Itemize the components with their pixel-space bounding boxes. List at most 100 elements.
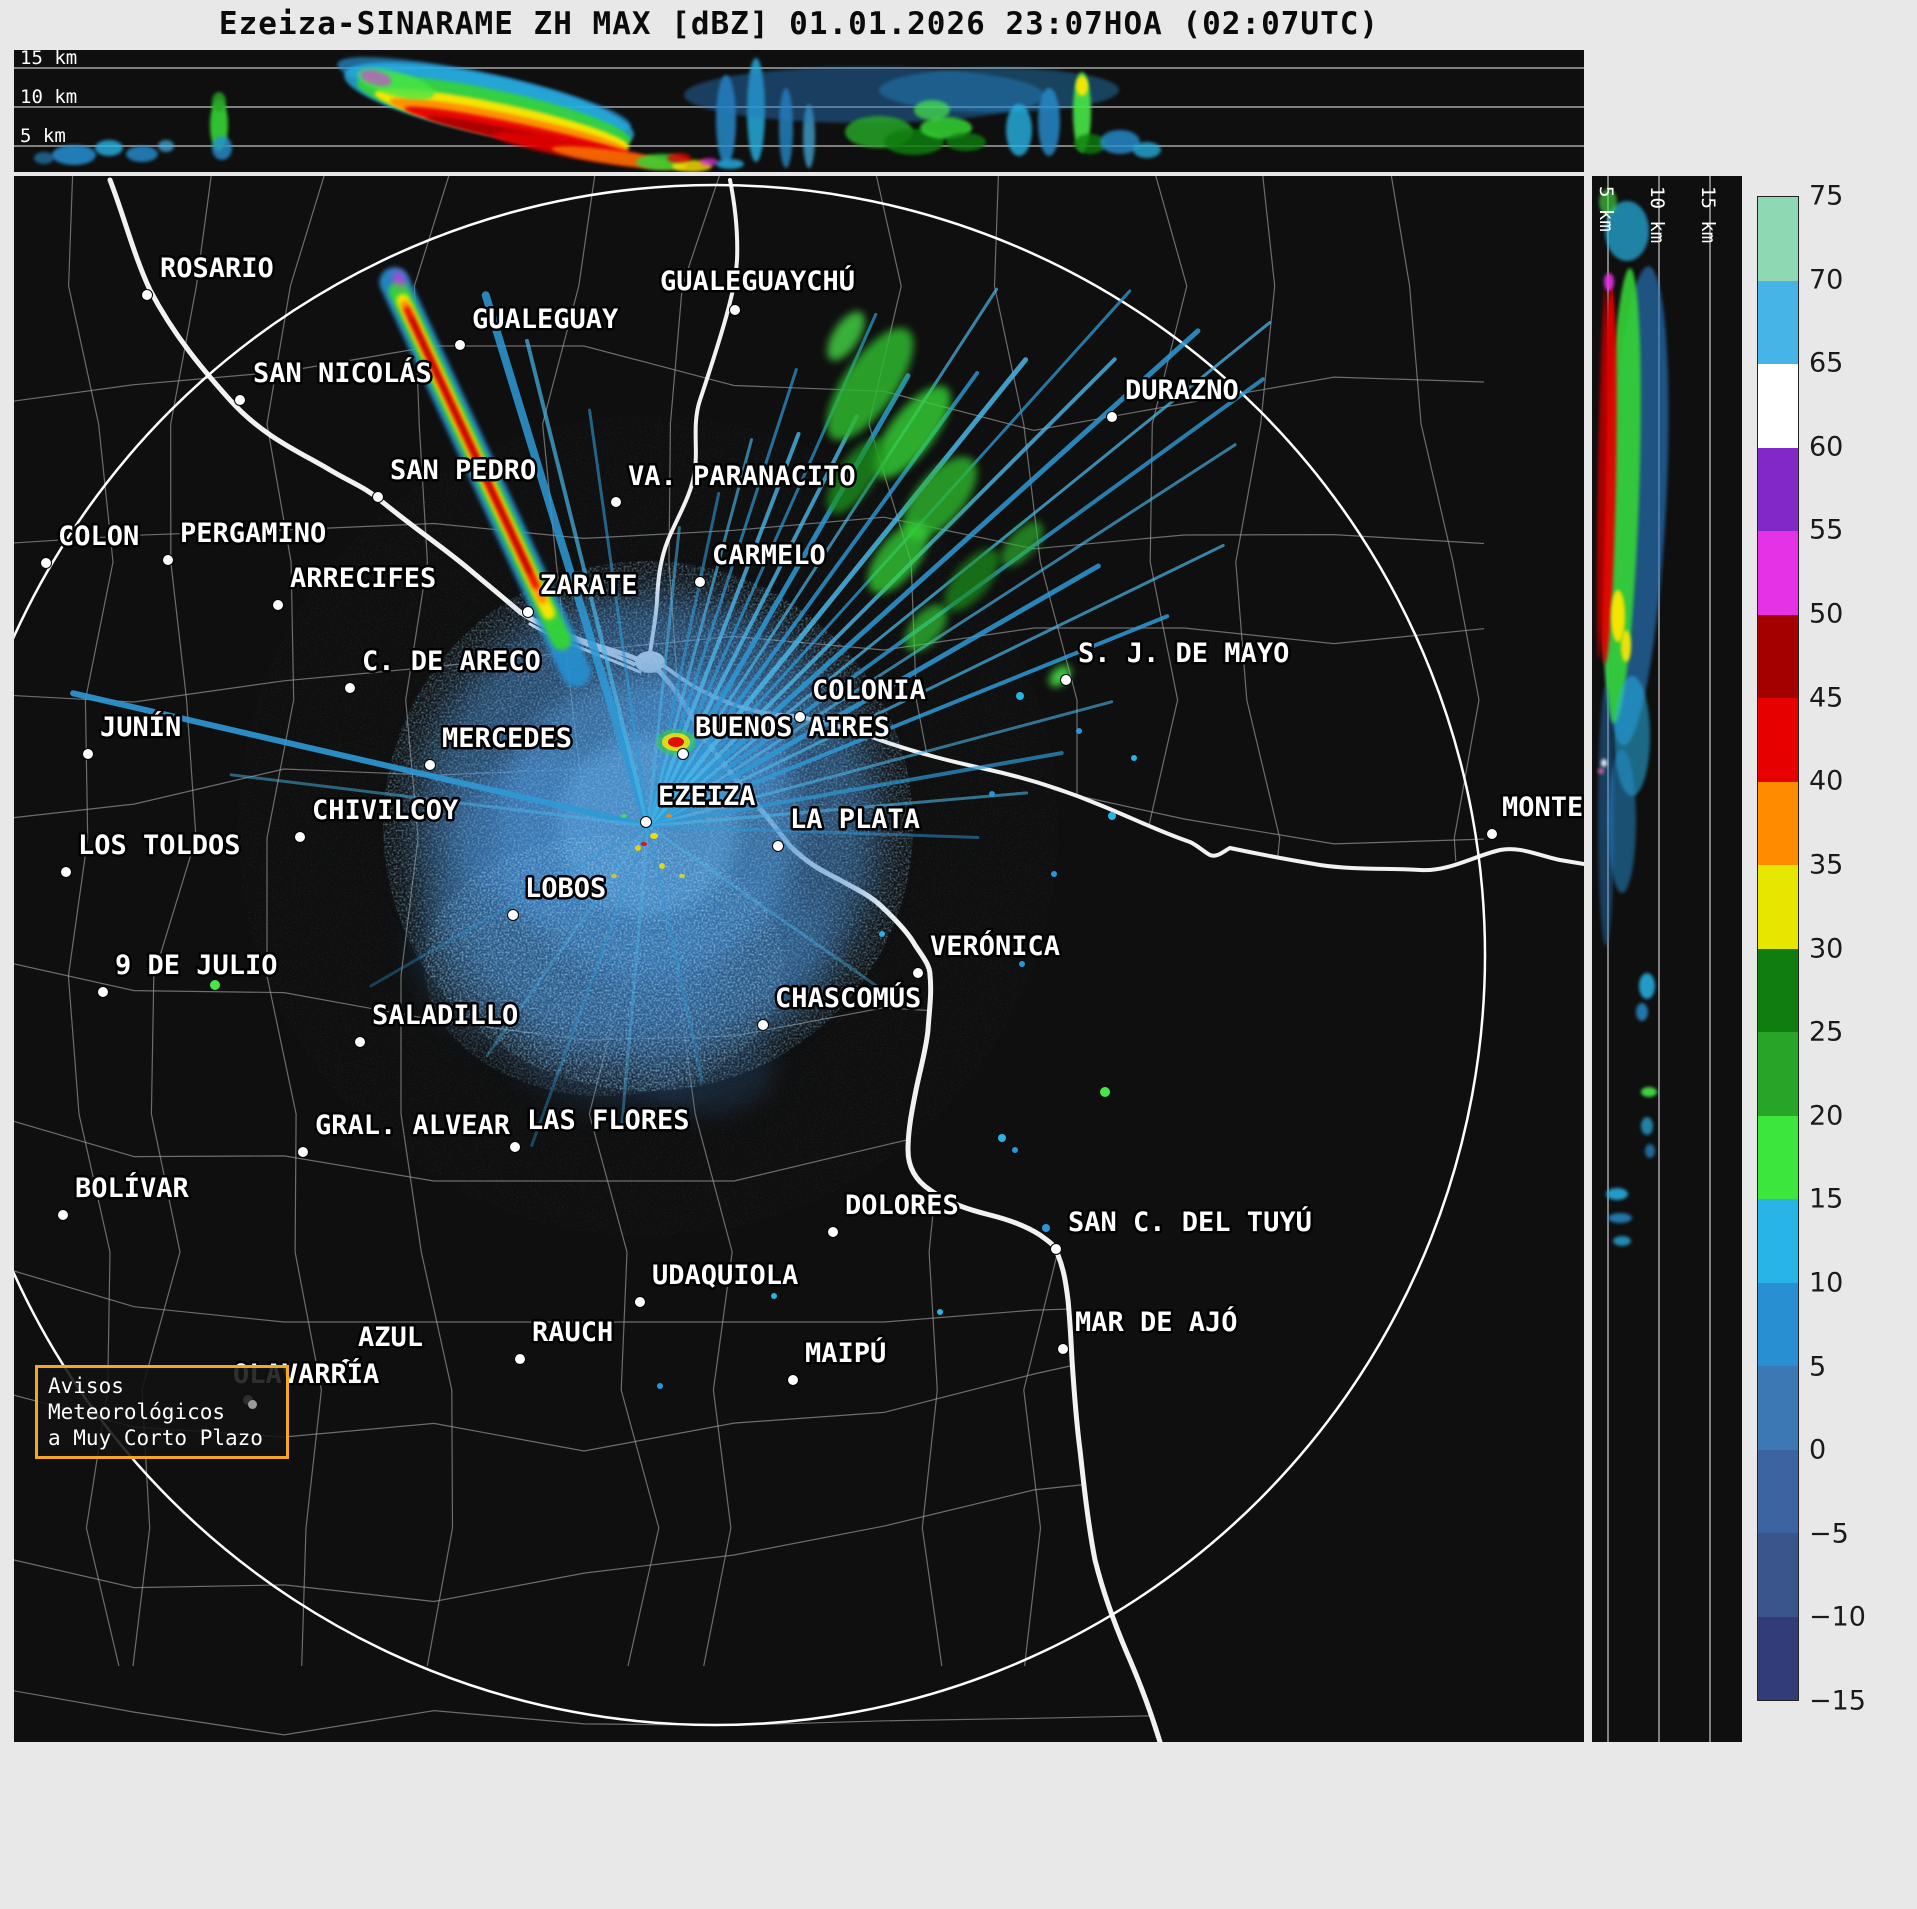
radar-echo (1599, 189, 1617, 215)
city-label: SAN NICOLÁS (253, 357, 432, 389)
city-label: MERCEDES (442, 723, 572, 754)
city-label: CHIVILCOY (312, 795, 459, 826)
colorbar-tick: −5 (1809, 1518, 1849, 1550)
city-label: ZARATE (540, 570, 638, 601)
city-label: EZEIZA (658, 781, 756, 812)
echo-cell (650, 833, 658, 839)
city-dot (1106, 411, 1118, 423)
city-label: VA. PARANACITO (628, 461, 856, 492)
colorbar-tick: −15 (1809, 1685, 1866, 1717)
colorbar-segment (1758, 1282, 1798, 1366)
city-label: SAN C. DEL TUYÚ (1068, 1206, 1312, 1238)
radar-echo (920, 117, 972, 139)
radar-spoke (485, 824, 650, 1057)
echo-patch (902, 456, 978, 540)
radar-echo (1100, 130, 1140, 154)
radar-echo (1608, 1213, 1632, 1223)
warning-banner[interactable]: Avisos Meteorológicos a Muy Corto Plazo (35, 1365, 289, 1459)
echo-cell (611, 874, 617, 878)
city-dot (640, 816, 652, 828)
radar-spoke (369, 824, 650, 988)
city-dot (827, 1226, 839, 1238)
echo-dot (989, 791, 995, 797)
colorbar-segment (1758, 1115, 1798, 1199)
echo-cell (621, 814, 627, 818)
radar-echo (1621, 630, 1631, 662)
colorbar-tick: 55 (1809, 514, 1844, 546)
colorbar-segment (1758, 698, 1798, 782)
colorbar-tick: −10 (1809, 1601, 1866, 1633)
radar-echo (1639, 973, 1655, 999)
colorbar-segment (1758, 781, 1798, 865)
city-dot (97, 986, 109, 998)
radar-echo (667, 153, 691, 163)
radar-echo (1074, 134, 1106, 154)
city-label: JUNÍN (100, 711, 181, 743)
city-dot (507, 909, 519, 921)
city-dot (372, 491, 384, 503)
radar-echo (1601, 759, 1607, 767)
cross-section-right-panel: 5 km 10 km 15 km (1592, 176, 1742, 1742)
radar-echo (1641, 1087, 1657, 1097)
city-dot (234, 394, 246, 406)
radar-spoke (646, 438, 754, 828)
colorbar-tick: 0 (1809, 1434, 1827, 1466)
radar-echo (52, 145, 96, 165)
colorbar-tick: 25 (1809, 1016, 1844, 1048)
radar-echo (1006, 104, 1032, 156)
echo-dot (937, 1309, 943, 1315)
radar-spoke (646, 700, 1114, 828)
city-dot (634, 1296, 646, 1308)
city-label: MAIPÚ (805, 1337, 886, 1369)
radar-echo (946, 133, 986, 151)
footer: Servicio Meteorológico Nacional Argentin… (0, 1742, 1917, 1909)
echo-dot (1100, 1087, 1110, 1097)
city-dot (60, 866, 72, 878)
radar-echo (1636, 1003, 1648, 1021)
colorbar-tick: 75 (1809, 180, 1844, 212)
cross-section-echoes (34, 57, 1161, 172)
radar-spoke (645, 328, 1201, 829)
cross-section-top-svg: 15 km 10 km 5 km (14, 50, 1584, 172)
echo-cell (668, 737, 684, 747)
city-dot (344, 682, 356, 694)
colorbar-tick: 35 (1809, 849, 1844, 881)
echo-dot (879, 931, 885, 937)
city-dot (522, 606, 534, 618)
city-label: BOLÍVAR (75, 1172, 190, 1204)
city-label: SAN PEDRO (390, 455, 536, 486)
echo-cell (679, 874, 685, 878)
radar-spoke (588, 408, 650, 828)
radar-spoke (620, 824, 650, 1127)
radar-echo (212, 92, 226, 112)
rio-de-la-plata (650, 654, 1584, 1742)
city-dot (82, 748, 94, 760)
echo-dot (1016, 692, 1024, 700)
city-dot (794, 711, 806, 723)
radar-spoke (646, 791, 1029, 828)
radar-spoke (70, 690, 651, 829)
altitude-label: 5 km (20, 125, 66, 147)
colorbar-tick: 15 (1809, 1183, 1844, 1215)
radar-echo (1641, 1117, 1653, 1135)
echo-dot (1019, 961, 1025, 967)
city-label: MONTEVIDEO (1502, 792, 1584, 823)
city-label: ROSARIO (160, 253, 274, 284)
city-dot (354, 1036, 366, 1048)
city-label: RAUCH (532, 1317, 613, 1348)
city-dot (912, 967, 924, 979)
radar-echo (1645, 1144, 1655, 1158)
altitude-labels-right: 5 km 10 km 15 km (1595, 186, 1719, 243)
city-dot (509, 1141, 521, 1153)
colorbar-segment (1758, 1199, 1798, 1283)
city-markers: ROSARIO GUALEGUAYCHÚ GUALEGUAY SAN NICOLÁS D… (40, 251, 1584, 1406)
city-label: UDAQUIOLA (652, 1260, 798, 1291)
city-label: GUALEGUAYCHÚ (660, 265, 855, 297)
city-dot (40, 557, 52, 569)
colorbar-tick: 10 (1809, 1267, 1844, 1299)
radar-echo (1613, 1236, 1631, 1246)
radar-spoke (229, 773, 650, 828)
echo-cell (659, 863, 665, 869)
city-dot (610, 496, 622, 508)
